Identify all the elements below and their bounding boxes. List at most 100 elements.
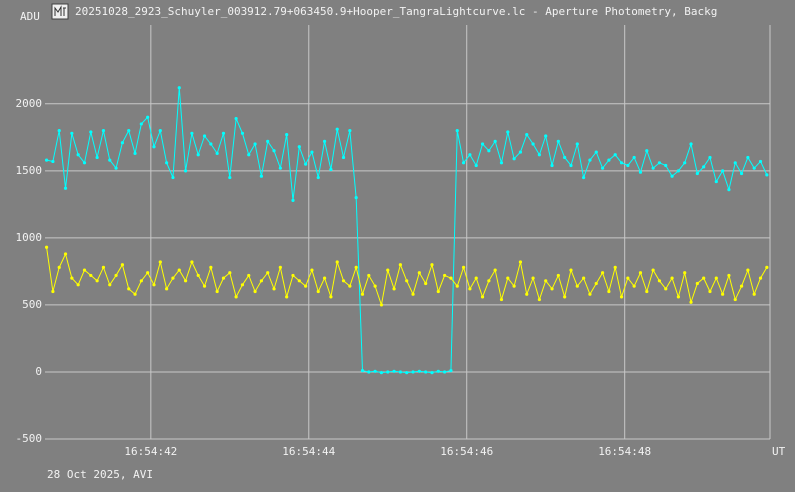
data-point (480, 295, 485, 299)
data-point (651, 166, 655, 170)
data-point (664, 287, 668, 291)
data-point (335, 260, 339, 264)
data-point (695, 281, 699, 286)
data-point (209, 142, 213, 146)
data-point (348, 284, 352, 288)
data-point (531, 276, 535, 280)
data-point (499, 297, 504, 302)
data-point (512, 157, 516, 161)
data-point (613, 153, 617, 157)
data-point (95, 279, 99, 283)
data-point (405, 371, 409, 375)
data-point (266, 139, 270, 143)
data-point (82, 161, 87, 165)
data-point (733, 161, 737, 165)
data-point (253, 142, 257, 146)
data-point (607, 289, 611, 294)
data-point (436, 369, 440, 373)
data-point (202, 284, 207, 288)
data-point (443, 370, 447, 374)
data-point (158, 129, 162, 133)
data-point (89, 130, 93, 134)
data-point (127, 129, 131, 133)
data-point (139, 279, 143, 283)
data-point (468, 153, 472, 157)
app-icon (51, 3, 69, 20)
data-point (57, 265, 61, 269)
data-point (683, 271, 687, 275)
data-point (550, 163, 554, 168)
x-tick-label: 16:54:44 (282, 445, 335, 458)
x-tick-label: 16:54:48 (598, 445, 651, 458)
data-point (474, 163, 478, 168)
data-point (95, 155, 99, 160)
data-point (133, 292, 137, 296)
data-point (689, 300, 693, 304)
data-point (392, 287, 396, 291)
data-point (417, 271, 421, 275)
data-point (727, 273, 731, 278)
data-point (108, 158, 112, 162)
data-point (183, 279, 188, 283)
data-point (146, 271, 150, 275)
data-point (582, 175, 586, 180)
data-point (714, 276, 718, 280)
data-point (664, 163, 668, 168)
data-point (367, 273, 371, 278)
data-point (259, 279, 263, 283)
data-point (341, 279, 346, 283)
data-point (386, 268, 390, 272)
data-point (487, 279, 491, 283)
data-point (335, 127, 339, 131)
data-point (221, 276, 226, 280)
data-point (626, 276, 630, 280)
data-point (512, 284, 516, 288)
data-point (708, 155, 712, 160)
y-tick-label: -500 (16, 432, 43, 445)
data-point (746, 268, 750, 272)
data-point (114, 273, 118, 278)
data-point (550, 287, 554, 291)
data-point (683, 161, 687, 165)
data-point (89, 273, 93, 278)
data-point (57, 129, 61, 133)
data-point (480, 142, 485, 146)
data-point (101, 129, 106, 133)
data-point (360, 369, 365, 373)
y-tick-label: 500 (22, 298, 42, 311)
data-point (544, 134, 548, 138)
data-point (695, 171, 699, 176)
data-point (739, 171, 744, 176)
data-point (120, 263, 124, 267)
data-point (733, 297, 737, 302)
data-point (360, 292, 365, 296)
data-point (354, 196, 358, 200)
data-point (739, 284, 744, 288)
data-point (702, 165, 706, 169)
data-point (645, 289, 649, 294)
data-point (721, 292, 725, 296)
data-point (152, 145, 156, 149)
data-point (291, 198, 295, 202)
data-point (506, 130, 510, 134)
data-point (537, 153, 541, 157)
data-point (689, 142, 693, 146)
data-point (240, 131, 245, 135)
data-point (676, 169, 680, 173)
data-point (588, 292, 592, 296)
data-point (487, 149, 491, 153)
data-point (455, 284, 459, 288)
data-point (714, 179, 718, 184)
data-point (63, 186, 68, 190)
data-point (449, 276, 453, 280)
data-point (461, 161, 466, 165)
x-axis-label: UT (772, 445, 786, 458)
data-point (556, 139, 560, 143)
data-point (196, 273, 200, 278)
data-point (285, 295, 289, 299)
data-point (727, 188, 731, 192)
data-point (158, 260, 162, 264)
data-point (322, 139, 327, 143)
data-point (120, 141, 124, 145)
data-point (449, 369, 453, 373)
